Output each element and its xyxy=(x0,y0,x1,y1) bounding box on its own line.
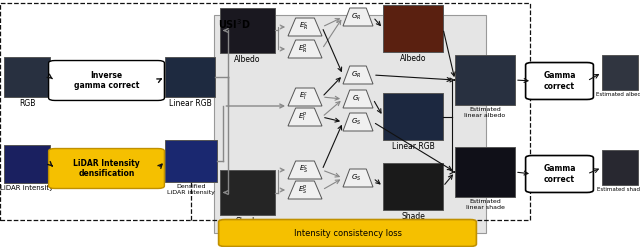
Polygon shape xyxy=(288,181,322,199)
Text: Estimated
linear albedo: Estimated linear albedo xyxy=(465,107,506,118)
Text: Gamma
correct: Gamma correct xyxy=(543,164,576,184)
Bar xyxy=(4,145,50,183)
Bar xyxy=(214,15,486,233)
Text: $E_I^c$: $E_I^c$ xyxy=(298,91,308,103)
Polygon shape xyxy=(343,8,373,26)
Polygon shape xyxy=(288,161,322,179)
Polygon shape xyxy=(343,66,373,84)
FancyBboxPatch shape xyxy=(525,62,593,100)
FancyBboxPatch shape xyxy=(49,148,164,188)
Bar xyxy=(0,3,530,220)
Bar xyxy=(220,170,275,215)
Text: $G_R$: $G_R$ xyxy=(351,70,362,80)
Text: $G_I$: $G_I$ xyxy=(352,94,361,104)
Text: Estimated shade: Estimated shade xyxy=(597,187,640,192)
Text: Intensity consistency loss: Intensity consistency loss xyxy=(294,228,401,238)
Text: Inverse
gamma correct: Inverse gamma correct xyxy=(74,71,139,90)
Bar xyxy=(602,55,638,90)
Polygon shape xyxy=(288,108,322,126)
FancyBboxPatch shape xyxy=(525,156,593,192)
Polygon shape xyxy=(343,113,373,131)
Text: $E_R^c$: $E_R^c$ xyxy=(298,21,308,33)
Text: Albedo: Albedo xyxy=(234,56,260,64)
Text: $G_S$: $G_S$ xyxy=(351,117,362,127)
Polygon shape xyxy=(343,90,373,108)
Text: $E_I^p$: $E_I^p$ xyxy=(298,111,308,123)
Polygon shape xyxy=(343,169,373,187)
FancyBboxPatch shape xyxy=(49,61,164,101)
Text: LiDAR Intensity
densification: LiDAR Intensity densification xyxy=(73,159,140,178)
Text: Densified
LiDAR intensity: Densified LiDAR intensity xyxy=(167,185,215,195)
Polygon shape xyxy=(288,18,322,36)
Text: RGB: RGB xyxy=(19,100,35,108)
Bar xyxy=(165,140,217,182)
Text: Linear RGB: Linear RGB xyxy=(168,100,211,108)
Text: Shade: Shade xyxy=(401,212,425,222)
FancyBboxPatch shape xyxy=(219,220,476,247)
Text: Shade: Shade xyxy=(236,217,259,226)
Text: Linear RGB: Linear RGB xyxy=(392,143,435,151)
Bar xyxy=(165,57,215,97)
Bar xyxy=(383,5,443,52)
Bar xyxy=(4,57,50,97)
Bar xyxy=(602,150,638,185)
Text: $G_R$: $G_R$ xyxy=(351,12,362,22)
Text: $E_S^p$: $E_S^p$ xyxy=(298,184,308,196)
Text: Estimated albedo: Estimated albedo xyxy=(596,92,640,98)
Text: $G_S$: $G_S$ xyxy=(351,173,362,183)
Bar xyxy=(455,55,515,105)
Polygon shape xyxy=(288,40,322,58)
Text: LiDAR intensity: LiDAR intensity xyxy=(1,185,54,191)
Text: Estimated
linear shade: Estimated linear shade xyxy=(465,200,504,210)
Text: $E_S^c$: $E_S^c$ xyxy=(298,164,308,176)
Text: USI$^3$D: USI$^3$D xyxy=(218,17,250,31)
Text: $E_R^p$: $E_R^p$ xyxy=(298,43,308,55)
Text: Gamma
correct: Gamma correct xyxy=(543,71,576,91)
Bar xyxy=(383,163,443,210)
Bar xyxy=(455,147,515,197)
Bar xyxy=(220,8,275,53)
Polygon shape xyxy=(288,88,322,106)
Text: Albedo: Albedo xyxy=(400,55,426,63)
Bar xyxy=(383,93,443,140)
